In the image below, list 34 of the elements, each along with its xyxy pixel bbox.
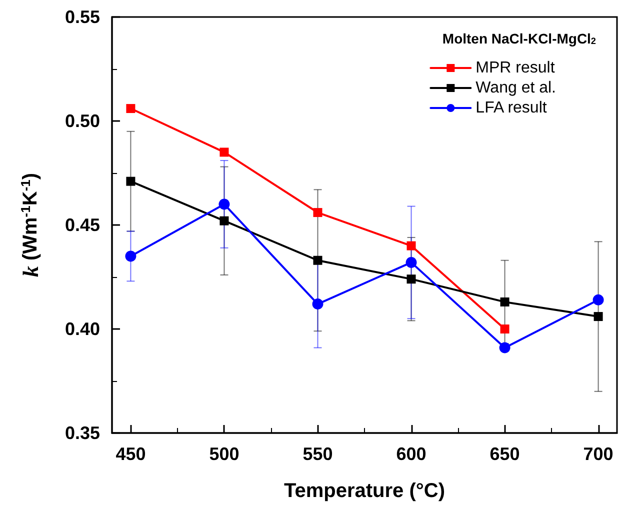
point	[406, 256, 417, 268]
x-tick-label: 700	[583, 444, 614, 464]
y-tick-label: 0.45	[64, 215, 100, 235]
x-tick-label: 500	[209, 444, 240, 464]
y-tick-label: 0.40	[64, 319, 100, 339]
point	[594, 312, 603, 322]
point	[592, 294, 604, 306]
point	[406, 274, 416, 284]
point	[500, 324, 510, 334]
y-tick-label: 0.55	[64, 7, 100, 27]
point	[220, 148, 229, 157]
x-tick-label: 450	[116, 444, 146, 464]
point	[125, 250, 136, 262]
x-tick-label: 600	[396, 444, 426, 464]
x-tick-label: 550	[302, 444, 333, 464]
point	[313, 208, 322, 218]
point	[500, 297, 510, 306]
x-axis-title: Temperature (°C)	[284, 480, 445, 502]
point	[406, 241, 416, 250]
point	[218, 198, 230, 210]
point	[126, 176, 136, 186]
y-tick-label: 0.50	[64, 111, 100, 131]
point	[220, 216, 229, 226]
legend-label: Wang et al.	[476, 80, 556, 96]
point	[499, 342, 510, 354]
point	[312, 298, 324, 310]
legend-label: MPR result	[476, 60, 556, 76]
legend-label: LFA result	[476, 100, 548, 116]
y-axis-title: k (Wm-1K-1)	[18, 172, 43, 278]
y-tick-label: 0.35	[64, 423, 100, 443]
point	[313, 256, 322, 265]
legend-title: Molten NaCl-KCl-MgCl2	[442, 30, 596, 46]
point	[126, 104, 136, 114]
x-tick-label: 650	[490, 444, 520, 464]
